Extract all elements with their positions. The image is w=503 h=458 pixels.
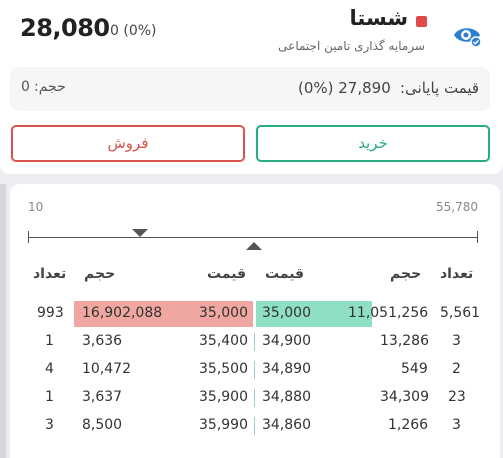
header-buy-count: تعداد [440,266,474,282]
orderbook-row[interactable]: 993 16,902,088 35,000 35,000 11,051,256 … [0,301,503,327]
scrollbar[interactable] [0,184,6,458]
sell-count: 1 [45,333,54,349]
row-separator [254,389,255,407]
buy-price: 34,900 [262,333,311,349]
sell-button[interactable]: فروش [11,125,245,162]
buy-count: 2 [452,361,461,377]
sell-volume: 16,902,088 [82,305,163,321]
sell-volume: 3,636 [82,333,123,349]
price-info-box: 0 حجم: (0%) 27,890 قیمت پایانی: [10,67,490,111]
orderbook-row[interactable]: 1 3,636 35,400 34,900 13,286 3 [0,329,503,355]
company-name: سرمایه گذاری تامین اجتماعی [278,39,425,53]
buy-count: 23 [448,389,466,405]
orderbook-row[interactable]: 3 8,500 35,990 34,860 1,266 3 [0,413,503,439]
range-tick-left [28,231,29,243]
buy-price: 35,000 [262,305,311,321]
row-separator [254,361,255,379]
sell-price: 35,990 [199,417,248,433]
header-buy-price: قیمت [265,266,305,282]
buy-volume: 13,286 [380,333,429,349]
buy-volume: 1,266 [388,417,429,433]
status-indicator [416,16,427,27]
volume-value: 0 [21,79,30,95]
close-price-value: (0%) 27,890 [298,79,391,97]
sell-volume: 3,637 [82,389,123,405]
range-tick-right [477,231,478,243]
orderbook-row[interactable]: 4 10,472 35,500 34,890 549 2 [0,357,503,383]
sell-volume: 8,500 [82,417,123,433]
last-price: 28,080 [20,14,110,42]
row-separator [254,333,255,351]
header-sell-volume: حجم [84,266,116,282]
buy-button[interactable]: خرید [256,125,490,162]
range-marker-down-icon [132,229,148,237]
sell-count: 4 [45,361,54,377]
close-price-label: قیمت پایانی: [400,79,480,97]
symbol-header-card: 28,080 0 (0%) شستا سرمایه گذاری تامین اج… [0,0,503,174]
buy-volume: 11,051,256 [348,305,429,321]
buy-price: 34,880 [262,389,311,405]
header-sell-count: تعداد [33,266,67,282]
sell-count: 1 [45,389,54,405]
price-change: 0 (0%) [110,23,157,39]
sell-price: 35,000 [199,305,248,321]
buy-count: 3 [452,417,461,433]
sell-price: 35,500 [199,361,248,377]
buy-count: 3 [452,333,461,349]
sell-count: 993 [37,305,64,321]
buy-count: 5,561 [440,305,481,321]
sell-price: 35,900 [199,389,248,405]
sell-count: 3 [45,417,54,433]
buy-price: 34,890 [262,361,311,377]
eye-icon[interactable] [452,22,482,48]
range-min: 10 [28,200,44,214]
sell-price: 35,400 [199,333,248,349]
sell-volume: 10,472 [82,361,131,377]
buy-volume: 549 [401,361,428,377]
range-marker-up-icon [246,242,262,250]
buy-depth-bar [256,301,372,327]
row-separator [254,417,255,435]
orderbook-row[interactable]: 1 3,637 35,900 34,880 34,309 23 [0,385,503,411]
range-max: 55,780 [436,200,478,214]
volume-label: حجم: [34,79,66,95]
price-range-line [28,237,478,238]
sell-depth-bar [74,301,253,327]
symbol-name: شستا [349,6,408,30]
buy-price: 34,860 [262,417,311,433]
header-buy-volume: حجم [390,266,422,282]
header-sell-price: قیمت [207,266,247,282]
buy-volume: 34,309 [380,389,429,405]
